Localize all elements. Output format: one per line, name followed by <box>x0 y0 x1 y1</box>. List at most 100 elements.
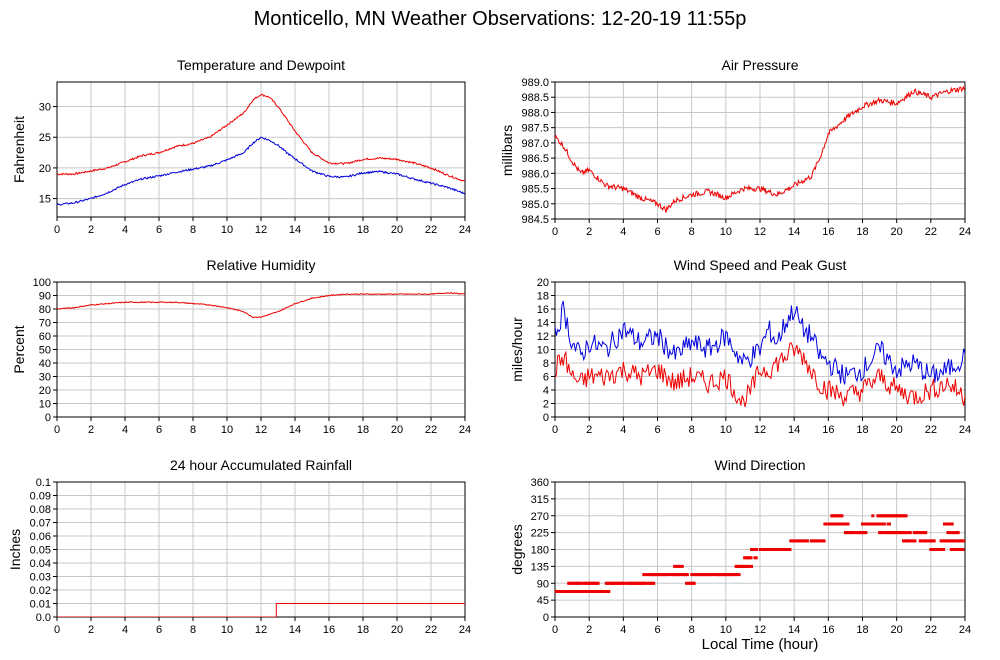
data-layer <box>555 300 965 408</box>
x-tick-label: 12 <box>255 224 267 236</box>
direction-point <box>652 581 656 585</box>
direction-point <box>925 539 929 543</box>
y-tick-label: 100 <box>33 277 51 289</box>
y-tick-label: 14 <box>537 318 549 330</box>
x-tick-label: 4 <box>122 424 128 436</box>
x-tick-label: 6 <box>654 424 660 436</box>
y-tick-label: 2 <box>543 399 549 411</box>
x-tick-label: 14 <box>788 624 800 636</box>
direction-point <box>956 531 960 535</box>
direction-point <box>644 581 648 585</box>
y-tick-label: 987.5 <box>521 123 549 135</box>
x-tick-label: 10 <box>221 424 233 436</box>
direction-point <box>678 564 682 568</box>
direction-point <box>871 514 875 518</box>
x-tick-label: 12 <box>255 424 267 436</box>
direction-point <box>580 581 583 585</box>
y-tick-label: 6 <box>543 372 549 384</box>
x-tick-label: 16 <box>822 226 834 238</box>
direction-point <box>665 573 669 577</box>
y-tick-label: 985.0 <box>521 199 549 211</box>
y-axis-label: Inches <box>7 529 23 570</box>
x-tick-label: 2 <box>88 624 94 636</box>
direction-point <box>947 531 951 535</box>
x-tick-label: 8 <box>190 624 196 636</box>
y-tick-label: 270 <box>531 511 549 523</box>
page-title: Monticello, MN Weather Observations: 12-… <box>253 8 747 30</box>
x-tick-label: 2 <box>586 226 592 238</box>
x-tick-label: 20 <box>391 224 403 236</box>
y-tick-label: 20 <box>537 277 549 289</box>
x-tick-label: 14 <box>788 424 800 436</box>
x-tick-label: 22 <box>925 226 937 238</box>
chart-title: Wind Direction <box>714 457 805 473</box>
x-tick-label: 4 <box>620 624 626 636</box>
direction-point <box>935 548 939 551</box>
direction-point <box>905 531 908 535</box>
direction-point <box>791 539 795 543</box>
x-tick-label: 8 <box>689 624 695 636</box>
y-tick-label: 986.5 <box>521 153 549 165</box>
chart-rain: 0 2 4 6 8 10 12 14 16 18 20 22 240.00.010.020.030.04… <box>7 457 471 636</box>
x-tick-label: 10 <box>720 624 732 636</box>
x-tick-label: 6 <box>156 224 162 236</box>
x-tick-label: 2 <box>586 424 592 436</box>
x-tick-label: 10 <box>221 224 233 236</box>
direction-point <box>904 514 908 518</box>
x-tick-label: 14 <box>289 424 301 436</box>
y-tick-label: 15 <box>39 194 51 206</box>
x-tick-label: 8 <box>689 424 695 436</box>
x-tick-label: 16 <box>822 624 834 636</box>
direction-point <box>788 548 792 551</box>
y-tick-label: 20 <box>39 163 51 175</box>
x-tick-label: 22 <box>925 624 937 636</box>
x-tick-label: 18 <box>856 624 868 636</box>
y-tick-label: 0.04 <box>30 558 51 570</box>
x-tick-label: 24 <box>959 624 971 636</box>
series-line-red <box>555 342 965 408</box>
y-tick-label: 0 <box>45 412 51 424</box>
x-tick-label: 20 <box>391 424 403 436</box>
x-tick-label: 20 <box>891 424 903 436</box>
direction-point <box>754 556 758 560</box>
x-tick-label: 12 <box>754 226 766 238</box>
x-tick-label: 20 <box>391 624 403 636</box>
chart-title: Wind Speed and Peak Gust <box>674 257 847 273</box>
chart-humidity: 0 2 4 6 8 10 12 14 16 18 20 22 240102030405060708090… <box>11 257 471 436</box>
x-tick-label: 16 <box>822 424 834 436</box>
direction-point <box>735 573 738 577</box>
y-tick-label: 0 <box>543 412 549 424</box>
x-axis-label: Local Time (hour) <box>701 636 819 653</box>
series-line-red <box>57 603 465 617</box>
x-tick-label: 18 <box>856 424 868 436</box>
x-tick-label: 24 <box>459 224 471 236</box>
y-tick-label: 10 <box>39 399 51 411</box>
x-tick-label: 12 <box>754 624 766 636</box>
direction-point <box>710 573 714 577</box>
x-tick-label: 8 <box>190 424 196 436</box>
x-tick-label: 6 <box>156 624 162 636</box>
series-line-blue <box>57 136 465 206</box>
direction-point <box>690 573 694 577</box>
x-tick-label: 22 <box>425 424 437 436</box>
y-tick-label: 315 <box>531 494 549 506</box>
direction-point <box>829 522 833 526</box>
x-tick-label: 2 <box>88 424 94 436</box>
x-tick-label: 0 <box>552 624 558 636</box>
direction-point <box>851 531 855 535</box>
direction-point <box>607 590 611 593</box>
y-tick-label: 0.07 <box>30 518 51 530</box>
direction-point <box>685 573 689 577</box>
x-tick-label: 0 <box>552 424 558 436</box>
direction-point <box>864 531 868 535</box>
direction-point <box>854 531 858 535</box>
x-tick-label: 8 <box>689 226 695 238</box>
x-tick-label: 22 <box>425 224 437 236</box>
y-tick-label: 0.08 <box>30 504 51 516</box>
direction-point <box>692 581 696 585</box>
y-axis-label: miles/hour <box>509 317 525 382</box>
y-tick-label: 40 <box>39 358 51 370</box>
direction-point <box>840 514 844 518</box>
y-tick-label: 90 <box>537 578 549 590</box>
direction-point <box>622 581 626 585</box>
